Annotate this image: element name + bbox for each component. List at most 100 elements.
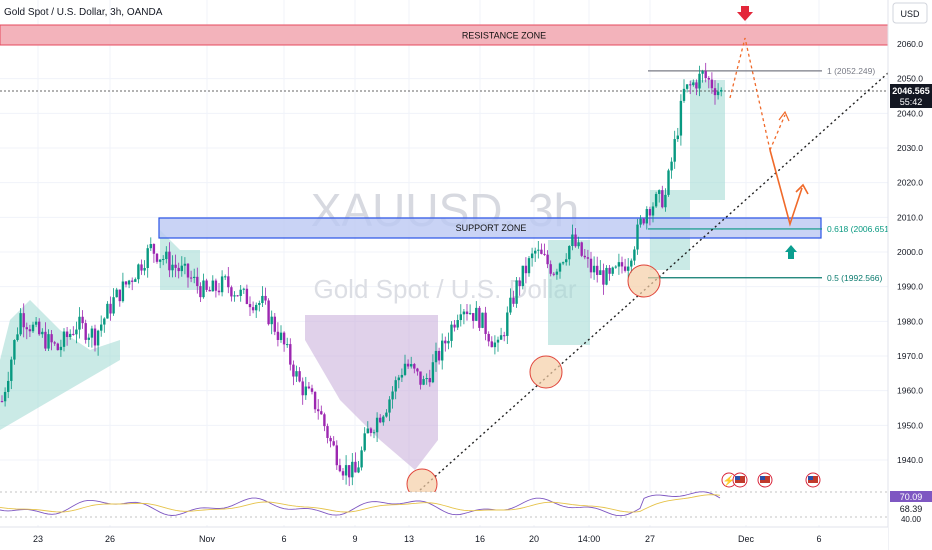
resistance-zone[interactable] [0, 24, 889, 46]
candle-body [549, 264, 552, 274]
candle-body [273, 316, 276, 332]
candle-body [90, 328, 94, 338]
candle-body [13, 340, 16, 360]
candle-body [428, 378, 431, 383]
event-icons[interactable]: ⚡ [721, 472, 821, 488]
candle-body [47, 334, 50, 349]
candle-body [248, 303, 252, 308]
candle-body [313, 391, 317, 410]
candle-body [707, 77, 710, 80]
time-axis[interactable] [0, 527, 888, 550]
candlesticks [0, 62, 723, 487]
candle-body [84, 323, 87, 340]
candle-body [611, 267, 614, 274]
candle-body [592, 265, 596, 273]
candle-body [388, 399, 391, 413]
candle-body [524, 265, 528, 274]
candle-body [673, 139, 676, 162]
time-tick-label: 16 [475, 534, 485, 544]
fibonacci-levels[interactable]: 1 (2052.249) 0.618 (2006.651) 0.5 (1992.56… [648, 66, 892, 283]
time-tick-label: Dec [738, 534, 755, 544]
rsi-panel[interactable] [0, 491, 888, 525]
candle-body [307, 386, 311, 389]
candle-body [121, 281, 125, 302]
candle-body [363, 433, 366, 451]
projection-arrowhead-2 [778, 110, 790, 122]
candle-body [555, 271, 559, 275]
candle-body [115, 289, 118, 298]
candle-body [503, 335, 506, 337]
candle-body [354, 461, 357, 473]
candle-body [332, 441, 335, 446]
candle-body [112, 297, 115, 314]
candle-body [16, 334, 19, 341]
candle-body [627, 266, 630, 271]
rsi-ma-tag [890, 503, 932, 514]
candle-body [109, 303, 112, 314]
candle-body [264, 295, 267, 301]
candle-body [670, 161, 673, 171]
candle-body [162, 259, 165, 261]
candle-body [344, 465, 348, 476]
candle-body [391, 391, 394, 400]
currency-button[interactable] [892, 2, 928, 24]
candle-body [462, 311, 466, 315]
support-zone[interactable] [158, 217, 822, 239]
candle-body [81, 316, 84, 324]
rsi-value-tag [890, 491, 932, 502]
fib-level-label: 1 (2052.249) [827, 66, 875, 76]
candle-body [453, 324, 456, 328]
candle-body [282, 332, 286, 345]
candle-body [639, 218, 642, 225]
candle-body [93, 328, 97, 346]
candle-body [475, 307, 478, 321]
resistance-zone-label: RESISTANCE ZONE [462, 31, 546, 41]
price-tick-label: 2030.0 [897, 143, 923, 153]
candle-body [338, 465, 342, 472]
candle-body [537, 249, 540, 251]
candle-body [214, 280, 218, 291]
candle-body [478, 307, 481, 328]
candle-body [158, 259, 162, 262]
candle-body [31, 324, 35, 332]
fib-level-label: 0.5 (1992.566) [827, 273, 882, 283]
candle-body [506, 312, 509, 336]
candle-body [710, 79, 714, 89]
candle-body [357, 467, 360, 473]
candle-body [450, 324, 453, 341]
candle-body [661, 190, 664, 208]
candle-body [50, 334, 53, 343]
candle-body [242, 288, 245, 290]
candle-body [106, 303, 109, 319]
candle-body [676, 135, 679, 140]
candle-body [599, 270, 602, 275]
candle-body [258, 303, 261, 305]
candle-body [56, 343, 59, 351]
candle-body [202, 280, 205, 298]
rsi-ma-line [0, 494, 721, 513]
candle-body [518, 280, 521, 287]
candle-body [38, 321, 41, 335]
candle-body [580, 242, 583, 256]
candle-body [586, 257, 590, 259]
candle-body [10, 359, 13, 381]
buy-arrow-icon [785, 245, 797, 259]
candle-body [630, 260, 633, 267]
price-axis-ticks: 1940.0 1950.0 1960.0 1970.0 1980.0 1990.0 2000… [897, 39, 923, 465]
candle-body [620, 262, 624, 267]
candle-body [171, 264, 174, 271]
candle-body [217, 290, 221, 293]
candle-body [623, 266, 627, 271]
candle-body [713, 88, 717, 96]
candle-body [174, 264, 177, 268]
candle-body [385, 412, 388, 417]
candle-body [146, 248, 149, 269]
candle-body [543, 253, 546, 255]
candle-body [41, 331, 44, 335]
price-tick-label: 2010.0 [897, 212, 923, 222]
candle-body [189, 277, 193, 279]
candle-body [515, 280, 518, 304]
candle-body [72, 333, 75, 335]
candle-body [459, 314, 462, 321]
